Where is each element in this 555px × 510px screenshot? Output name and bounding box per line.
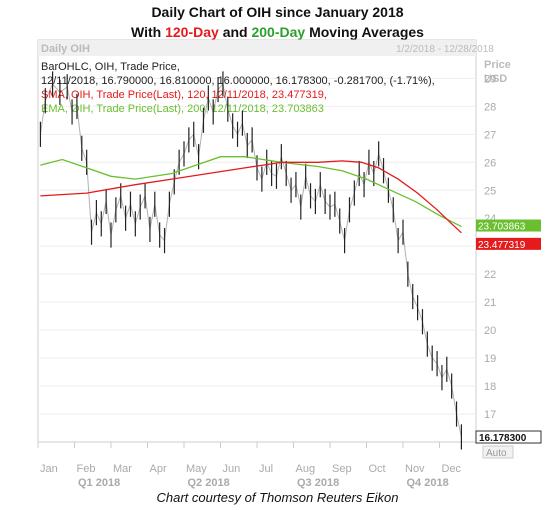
y-tick-26: 26 — [484, 157, 496, 169]
subtitle-with: With — [131, 24, 166, 40]
legend-row-4: EMA, OIH, Trade Price(Last), 200, 12/11/… — [41, 103, 324, 115]
title-main: Daily Chart of OIH since January 2018 — [151, 4, 404, 20]
quarter-labels: Q1 2018 Q2 2018 Q3 2018 Q4 2018 — [78, 477, 449, 489]
y-tick-22: 22 — [484, 269, 496, 281]
x-tick-mar: Mar — [113, 463, 132, 475]
price-value-label: 16.178300 — [479, 433, 527, 444]
y-tick-18: 18 — [484, 381, 496, 393]
quarter-1: Q1 2018 — [78, 477, 120, 489]
legend: BarOHLC, OIH, Trade Price, 12/11/2018, 16… — [41, 61, 435, 115]
ema-value-label: 23.703863 — [478, 222, 526, 233]
y-tick-25: 25 — [484, 185, 496, 197]
chart-caption: Chart courtesy of Thomson Reuters Eikon — [156, 490, 399, 505]
x-tick-apr: Apr — [150, 463, 167, 475]
y-tick-19: 19 — [484, 353, 496, 365]
y-tick-28: 28 — [484, 101, 496, 113]
y-tick-20: 20 — [484, 325, 496, 337]
subtitle-and: and — [218, 24, 252, 40]
sma-value-tag — [476, 237, 541, 250]
x-tick-jan: Jan — [40, 463, 58, 475]
chart-title: Daily Chart of OIH since January 2018 — [0, 4, 555, 20]
x-tick-oct: Oct — [369, 463, 386, 475]
price-chart: Daily OIH 1/2/2018 - 12/28/2018 Price US… — [37, 39, 542, 489]
x-tick-may: May — [186, 463, 207, 475]
usd-label: USD — [484, 73, 507, 85]
y-tick-17: 17 — [484, 409, 496, 421]
last-value-tags: 23.703863 23.477319 16.178300 — [475, 219, 542, 444]
quarter-3: Q3 2018 — [297, 477, 339, 489]
sma-value-label: 23.477319 — [478, 240, 526, 251]
x-tick-dec: Dec — [442, 463, 462, 475]
x-tick-feb: Feb — [77, 463, 96, 475]
x-tick-labels: Jan Feb Mar Apr May Jun Jul Aug Sep Oct Nov Dec — [37, 442, 462, 475]
sma-120-line — [40, 160, 462, 234]
y-gridlines — [38, 77, 476, 415]
plot-header-band — [38, 40, 476, 56]
quarter-2: Q2 2018 — [188, 477, 230, 489]
x-tick-jun: Jun — [223, 463, 241, 475]
x-tick-sep: Sep — [332, 463, 352, 475]
y-tick-27: 27 — [484, 129, 496, 141]
ema-value-tag — [476, 219, 541, 232]
chart-subtitle: With 120-Day and 200-Day Moving Averages — [0, 24, 555, 40]
subtitle-200-day: 200-Day — [251, 24, 306, 40]
date-range-label: 1/2/2018 - 12/28/2018 — [396, 44, 494, 55]
legend-row-3: SMA, OIH, Trade Price(Last), 120, 12/11/… — [41, 89, 327, 101]
ema-200-line — [40, 156, 462, 228]
y-tick-29: 29 — [484, 73, 496, 85]
legend-row-2: 12/11/2018, 16.790000, 16.810000, 16.000… — [41, 75, 435, 87]
x-tick-nov: Nov — [405, 463, 425, 475]
panel-label: Daily OIH — [41, 43, 90, 55]
y-tick-21: 21 — [484, 297, 496, 309]
price-series-line — [39, 82, 462, 438]
price-label: Price — [484, 59, 511, 71]
price-bars — [39, 71, 462, 450]
x-tick-aug: Aug — [296, 463, 316, 475]
subtitle-120-day: 120-Day — [165, 24, 219, 40]
auto-button-label: Auto — [486, 448, 507, 459]
subtitle-end: Moving Averages — [305, 24, 424, 40]
price-value-tag — [475, 430, 542, 444]
quarter-4: Q4 2018 — [407, 477, 449, 489]
x-tick-jul: Jul — [259, 463, 273, 475]
legend-row-1: BarOHLC, OIH, Trade Price, — [41, 61, 180, 73]
auto-button[interactable] — [482, 445, 514, 459]
